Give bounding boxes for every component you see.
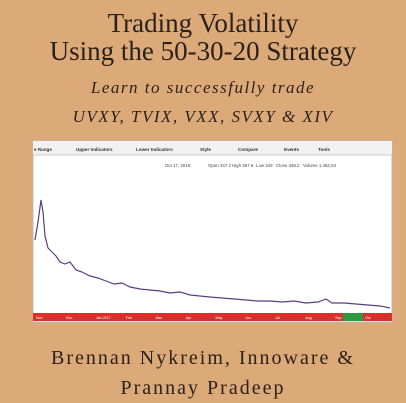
month-label: Nov: [36, 316, 43, 320]
title-line: Trading Volatility: [108, 8, 299, 38]
author-line: Brennan Nykreim, Innoware &: [51, 347, 355, 369]
toolbar-item: Events: [284, 147, 300, 152]
month-label: Oct: [365, 316, 371, 320]
toolbar-item: Tools: [318, 147, 330, 152]
month-label: Jul: [275, 316, 280, 320]
toolbar-item: Compare: [238, 147, 258, 152]
subtitle-line: UVXY, TVIX, VXX, SVXY & XIV: [73, 107, 335, 126]
chart-screenshot: e Range Upper Indicators Lower Indicators S…: [33, 141, 392, 322]
toolbar-item: Upper Indicators: [76, 147, 113, 152]
quote-item: High 357.6: [232, 163, 254, 168]
subtitle-line: Learn to successfully trade: [90, 78, 315, 97]
quote-item: Volume 1,452,63: [303, 163, 337, 168]
month-label: Sep: [335, 316, 341, 320]
month-label: Jun: [245, 316, 251, 320]
month-label: May: [216, 316, 223, 320]
book-cover: Trading Volatility Using the 50-30-20 St…: [0, 0, 406, 403]
page: Trading Volatility Using the 50-30-20 St…: [0, 0, 406, 403]
toolbar-item: e Range: [34, 147, 52, 152]
timeline-highlight: [343, 313, 363, 321]
screenshot-frame: [33, 141, 392, 322]
month-label: Dec: [66, 316, 73, 320]
author-line: Prannay Pradeep: [121, 377, 286, 399]
quote-item: Low 343: [256, 163, 273, 168]
month-label: Apr: [186, 316, 192, 320]
toolbar-item: Style: [200, 147, 211, 152]
month-label: Aug: [305, 316, 311, 320]
month-label: Feb: [126, 316, 132, 320]
quote-item: Close 348.2: [276, 163, 300, 168]
toolbar-item: Lower Indicators: [136, 147, 173, 152]
title-line: Using the 50-30-20 Strategy: [50, 36, 357, 66]
quote-item: Open 347.2: [208, 163, 232, 168]
month-label: Mar: [156, 316, 163, 320]
month-label: Jan 2017: [96, 316, 111, 320]
quote-item: Oct 17, 2016: [165, 163, 191, 168]
